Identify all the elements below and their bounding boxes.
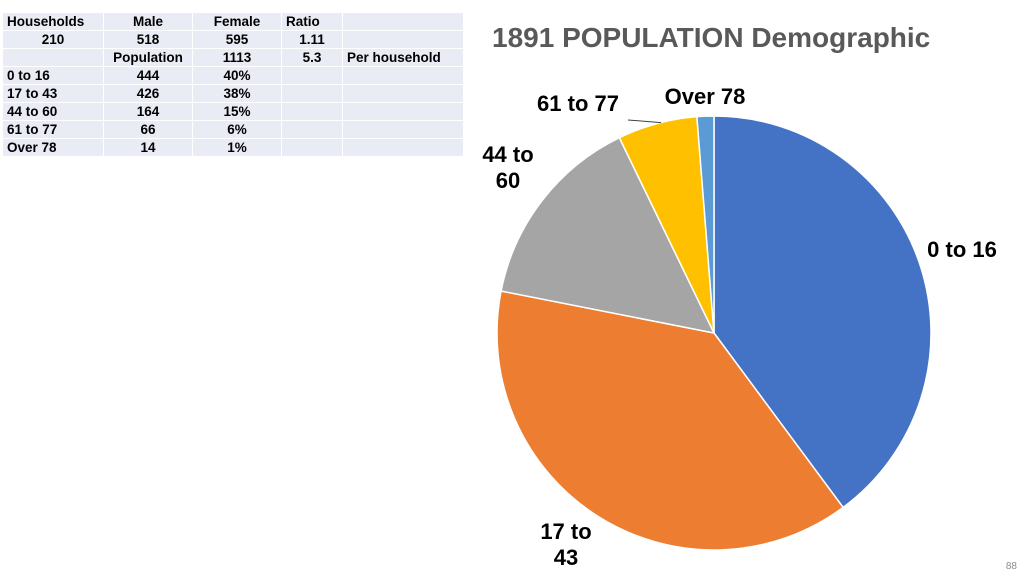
table-row: Population 1113 5.3 Per household (2, 48, 464, 67)
table-cell: 44 to 60 (2, 102, 104, 121)
table-cell: 164 (103, 102, 193, 121)
pie-slice-44-to-60 (500, 136, 716, 335)
table-cell: 14 (103, 138, 193, 157)
table-cell: 1% (192, 138, 282, 157)
table-cell: 444 (103, 66, 193, 85)
table-cell (342, 12, 464, 31)
table-cell: 426 (103, 84, 193, 103)
pie-slice-17-to-43 (496, 290, 845, 551)
page-number: 88 (1005, 561, 1017, 572)
table-cell (281, 66, 343, 85)
table-cell: Population (103, 48, 193, 67)
table-cell: 40% (192, 66, 282, 85)
pie-slice-0-to-16 (713, 115, 932, 509)
table-row: Over 78 14 1% (2, 138, 464, 157)
pie-label-0-to-16: 0 to 16 (927, 237, 997, 262)
table-row: 44 to 60 164 15% (2, 102, 464, 121)
table-cell: Male (103, 12, 193, 31)
chart-title: 1891 POPULATION Demographic (492, 22, 931, 53)
pie-label-44-to-60: 44 to 60 (482, 142, 533, 193)
table-row: 17 to 43 426 38% (2, 84, 464, 103)
demographic-table: Households Male Female Ratio 210 518 595… (2, 12, 464, 157)
table-cell (342, 120, 464, 139)
table-cell (342, 66, 464, 85)
table-cell: 1113 (192, 48, 282, 67)
table-cell (342, 84, 464, 103)
table-cell: Households (2, 12, 104, 31)
table-cell: 1.11 (281, 30, 343, 49)
table-cell: 5.3 (281, 48, 343, 67)
table-cell: 17 to 43 (2, 84, 104, 103)
table-cell: Over 78 (2, 138, 104, 157)
table-cell: 66 (103, 120, 193, 139)
table-cell (281, 84, 343, 103)
table-cell (342, 138, 464, 157)
table-row: 0 to 16 444 40% (2, 66, 464, 85)
table-header-row: Households Male Female Ratio (2, 12, 464, 31)
table-cell (281, 120, 343, 139)
table-cell: 38% (192, 84, 282, 103)
pie-label-17-to-43: 17 to 43 (540, 519, 591, 570)
pie-slice-over-78 (696, 115, 715, 334)
leader-line (627, 119, 662, 124)
pie-label-61-to-77: 61 to 77 (537, 91, 619, 116)
table-cell (342, 30, 464, 49)
table-cell: Per household (342, 48, 464, 67)
pie-label-over-78: Over 78 (665, 84, 746, 109)
table-cell: 0 to 16 (2, 66, 104, 85)
table-cell: Female (192, 12, 282, 31)
table-cell (2, 48, 104, 67)
